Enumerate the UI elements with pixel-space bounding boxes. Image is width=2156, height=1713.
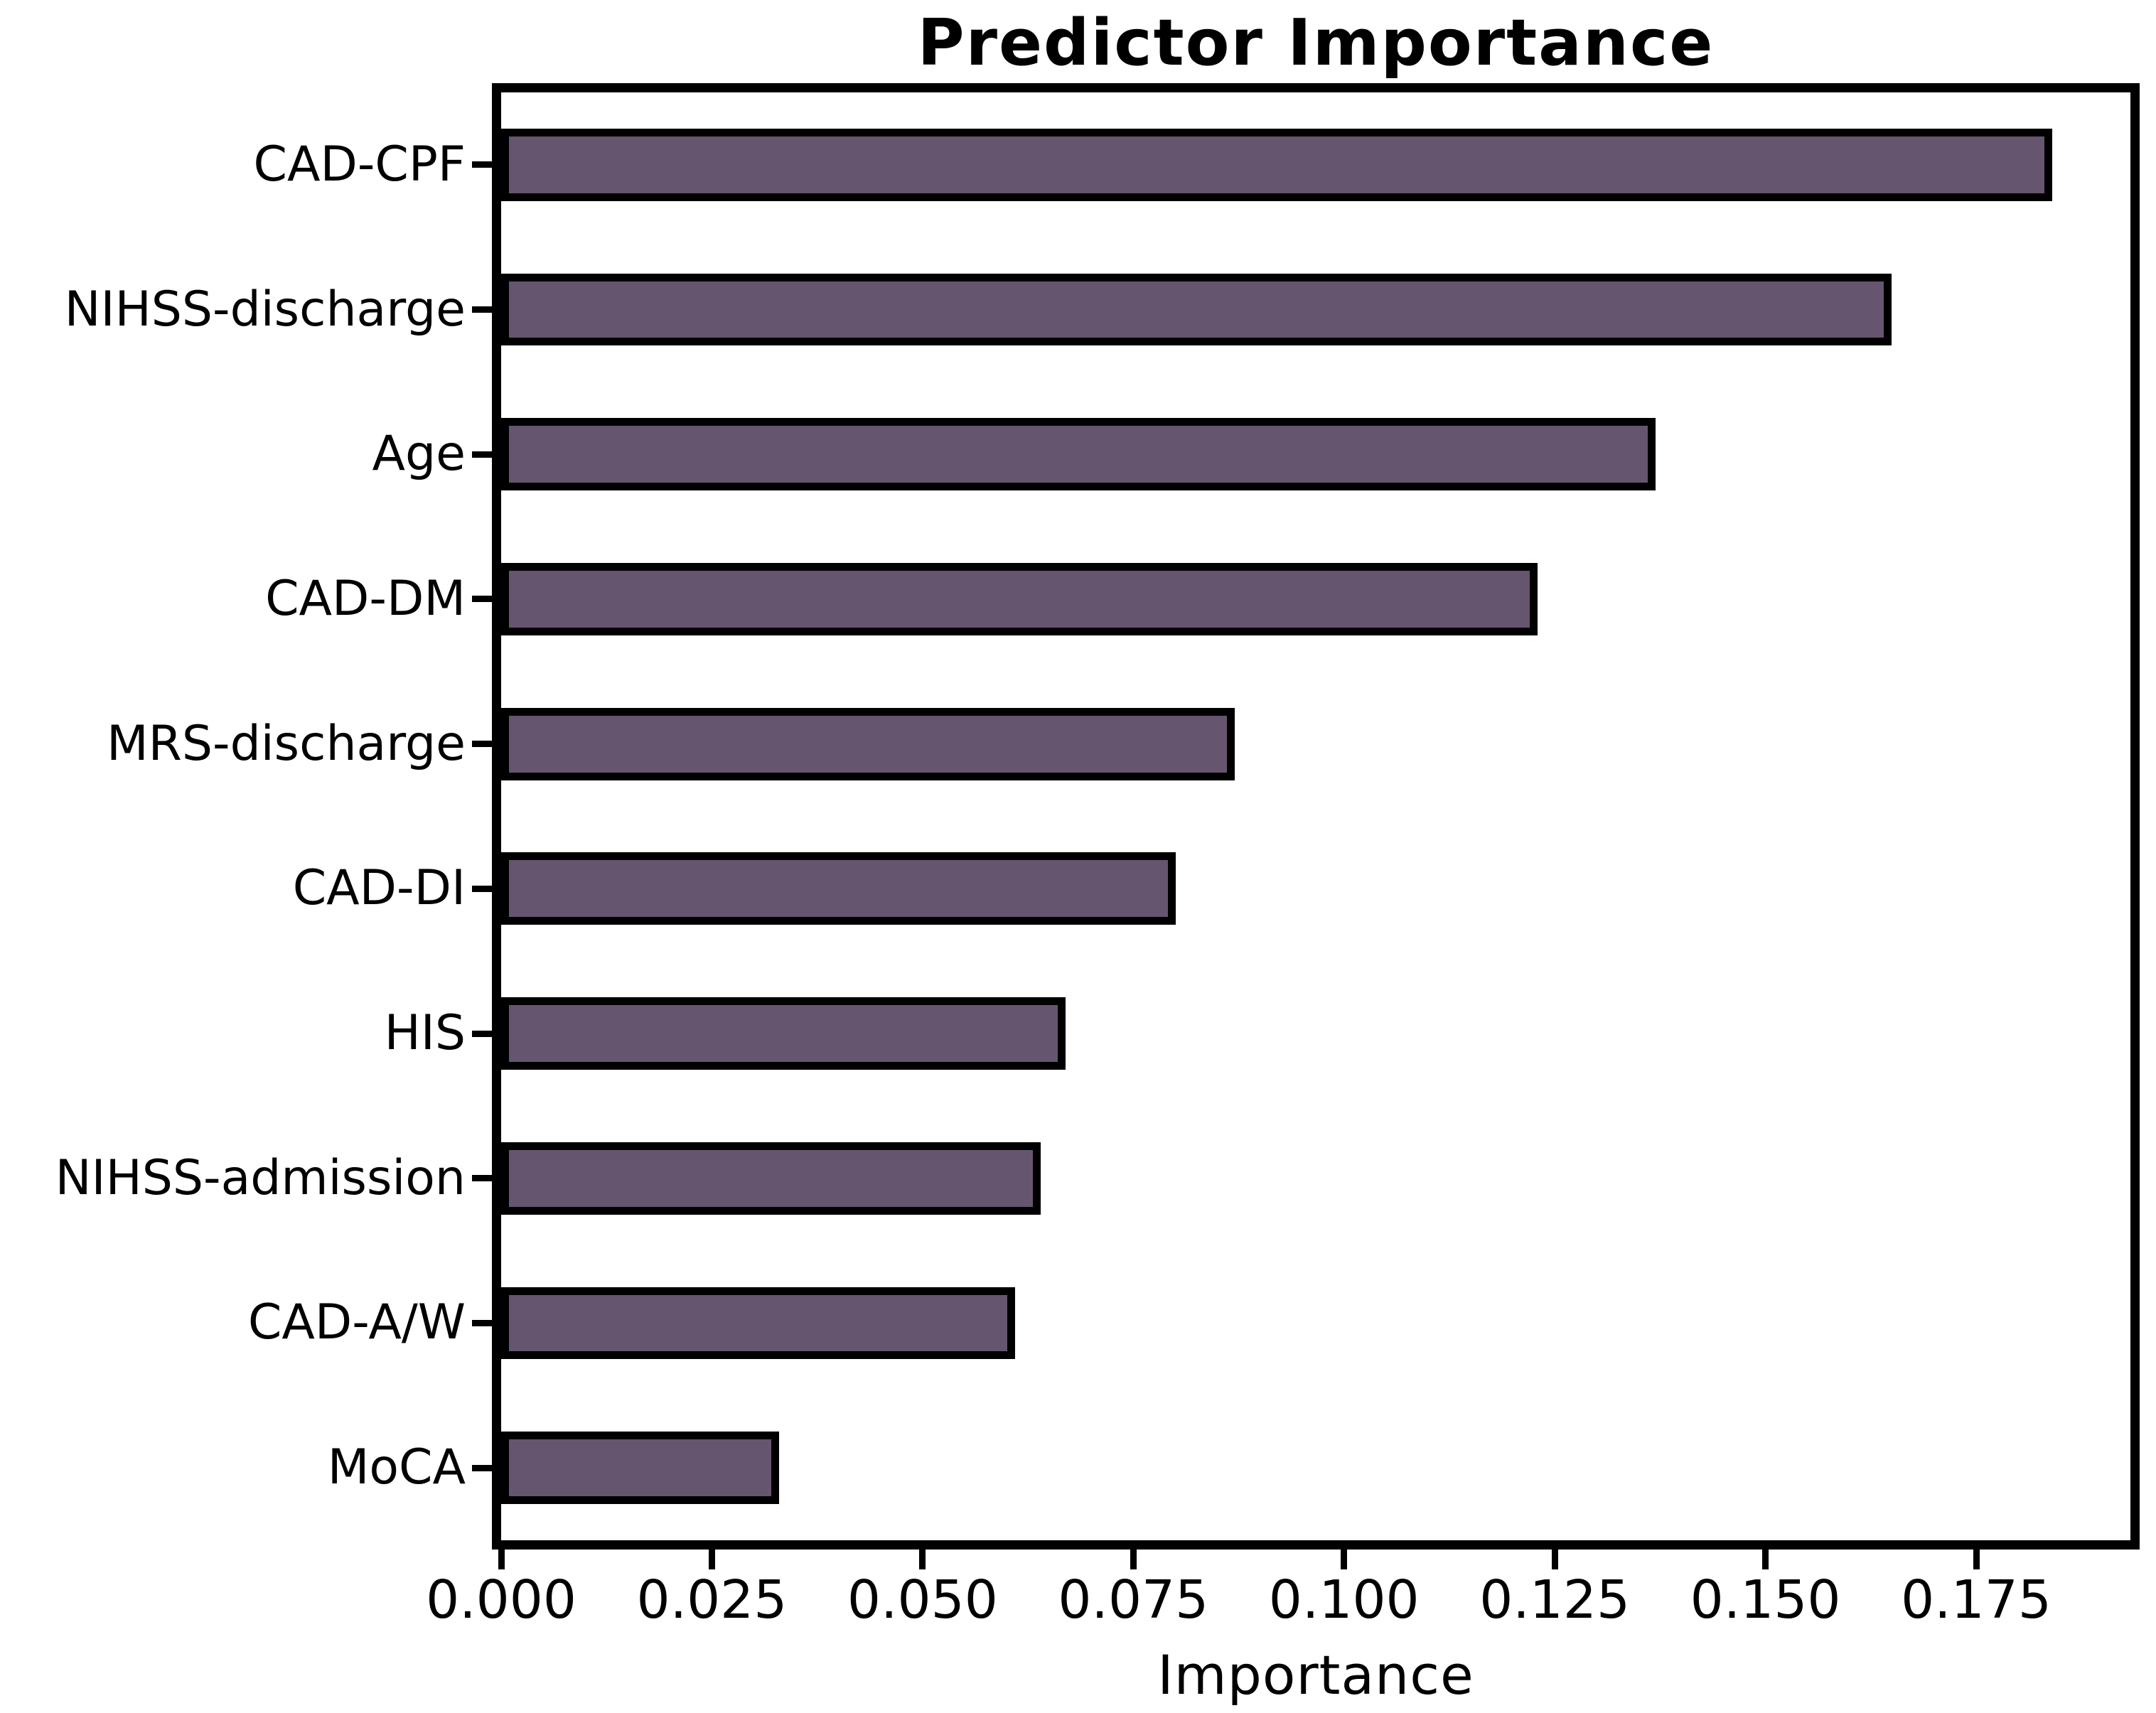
x-axis-label: Importance — [1157, 1643, 1474, 1707]
bar-cad-di — [501, 852, 1176, 925]
bar-cad-cpf — [501, 128, 2052, 201]
x-tick-label: 0.075 — [1058, 1569, 1209, 1631]
y-tick — [472, 885, 492, 892]
y-tick-label: CAD-CPF — [253, 136, 466, 193]
y-tick — [472, 451, 492, 458]
x-tick — [1341, 1550, 1348, 1569]
y-tick-label: NIHSS-discharge — [64, 281, 466, 338]
x-tick — [1973, 1550, 1980, 1569]
y-tick-label: MRS-discharge — [106, 715, 466, 772]
x-tick-label: 0.025 — [636, 1569, 788, 1631]
y-tick — [472, 1030, 492, 1037]
y-tick-label: CAD-DI — [292, 860, 466, 917]
y-tick-label: MoCA — [327, 1439, 466, 1496]
plot-content — [472, 92, 2130, 1569]
y-tick — [472, 1464, 492, 1471]
bar-age — [501, 418, 1656, 491]
x-tick-label: 0.175 — [1901, 1569, 2052, 1631]
y-tick-label: NIHSS-admission — [55, 1149, 466, 1206]
y-tick — [472, 1175, 492, 1182]
y-tick-label: CAD-A/W — [247, 1294, 466, 1351]
x-tick-label: 0.000 — [426, 1569, 576, 1631]
y-tick-label: CAD-DM — [265, 570, 466, 627]
y-tick — [472, 596, 492, 603]
x-tick-label: 0.150 — [1690, 1569, 1841, 1631]
bar-his — [501, 997, 1066, 1070]
y-tick-label: Age — [372, 426, 466, 483]
y-tick — [472, 1319, 492, 1326]
x-tick — [498, 1550, 505, 1569]
x-tick — [1130, 1550, 1137, 1569]
x-tick-label: 0.100 — [1268, 1569, 1420, 1631]
y-tick — [472, 306, 492, 313]
x-tick-label: 0.050 — [847, 1569, 998, 1631]
y-tick — [472, 741, 492, 748]
bar-nihss-discharge — [501, 273, 1892, 346]
bar-nihss-admission — [501, 1142, 1041, 1215]
chart-title: Predictor Importance — [917, 6, 1715, 80]
bar-moca — [501, 1432, 780, 1505]
x-tick — [1551, 1550, 1558, 1569]
x-tick — [919, 1550, 926, 1569]
x-tick-label: 0.125 — [1479, 1569, 1631, 1631]
x-tick — [708, 1550, 715, 1569]
x-tick — [1762, 1550, 1769, 1569]
bar-cad-a-w — [501, 1287, 1016, 1360]
bar-mrs-discharge — [501, 707, 1235, 780]
bar-cad-dm — [501, 563, 1538, 635]
y-tick — [472, 161, 492, 168]
y-tick-label: HIS — [384, 1005, 466, 1062]
